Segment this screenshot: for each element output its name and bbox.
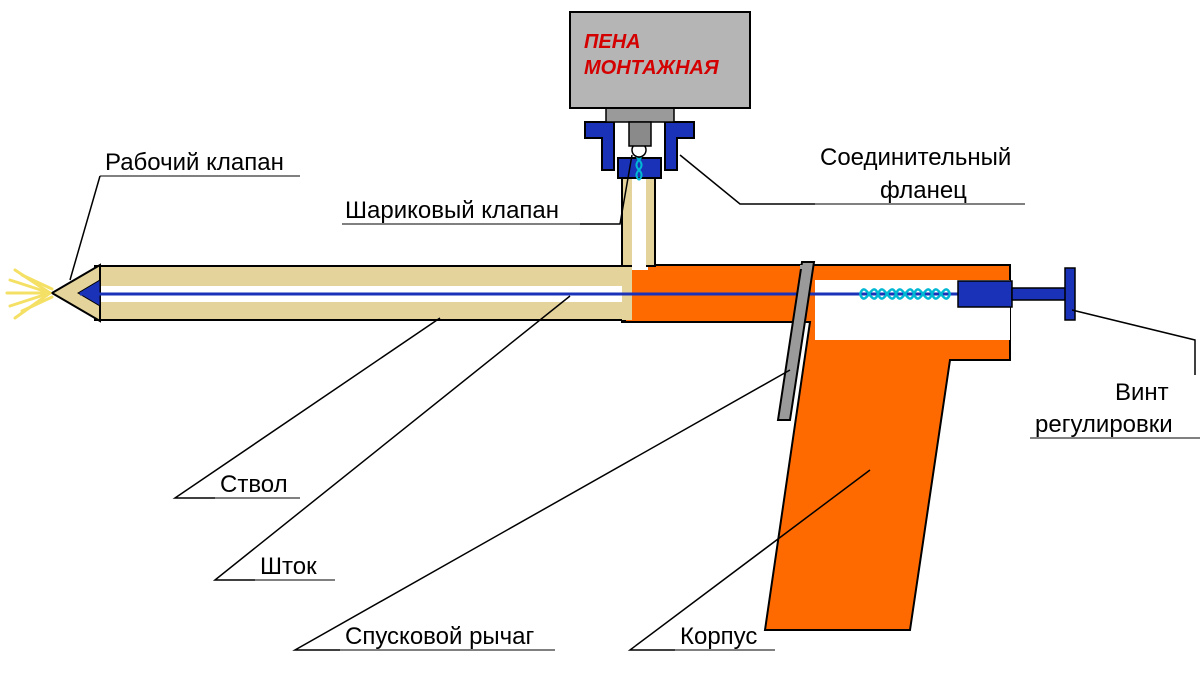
svg-text:фланец: фланец	[880, 177, 967, 204]
text-trigger: Спусковой рычаг	[345, 623, 535, 650]
text-barrel: Ствол	[220, 471, 288, 498]
svg-text:регулировки: регулировки	[1035, 411, 1173, 438]
svg-text:Спусковой рычаг: Спусковой рычаг	[345, 623, 535, 650]
svg-text:Рабочий клапан: Рабочий клапан	[105, 149, 284, 176]
foam-spray	[7, 270, 52, 318]
text-adj-l1: Винт	[1115, 379, 1169, 406]
text-working-valve: Рабочий клапан	[105, 149, 284, 176]
label-rod: Шток	[215, 296, 570, 580]
text-foam-l2: МОНТАЖНАЯ	[584, 57, 719, 79]
svg-text:МОНТАЖНАЯ: МОНТАЖНАЯ	[584, 57, 719, 79]
text-flange-l2: фланец	[880, 177, 967, 204]
svg-text:Ствол: Ствол	[220, 471, 288, 498]
label-flange: Соединительный фланец	[680, 144, 1025, 204]
svg-text:Корпус: Корпус	[680, 623, 757, 650]
can-stem	[606, 108, 674, 146]
text-body: Корпус	[680, 623, 757, 650]
svg-text:ПЕНА: ПЕНА	[584, 31, 641, 53]
text-rod: Шток	[260, 553, 317, 580]
text-foam-l1: ПЕНА	[584, 31, 641, 53]
label-ball-valve: Шариковый клапан	[342, 155, 632, 224]
text-ball-valve: Шариковый клапан	[345, 197, 559, 224]
svg-text:Шток: Шток	[260, 553, 317, 580]
text-flange-l1: Соединительный	[820, 144, 1011, 171]
label-trigger: Спусковой рычаг	[295, 370, 790, 650]
svg-text:Соединительный: Соединительный	[820, 144, 1011, 171]
body	[622, 175, 1010, 630]
svg-text:Шариковый клапан: Шариковый клапан	[345, 197, 559, 224]
label-adj-screw: Винт регулировки	[1030, 310, 1200, 438]
riser-channel	[622, 175, 655, 268]
text-adj-l2: регулировки	[1035, 411, 1173, 438]
label-working-valve: Рабочий клапан	[70, 149, 300, 280]
svg-text:Винт: Винт	[1115, 379, 1169, 406]
label-barrel: Ствол	[175, 318, 440, 498]
